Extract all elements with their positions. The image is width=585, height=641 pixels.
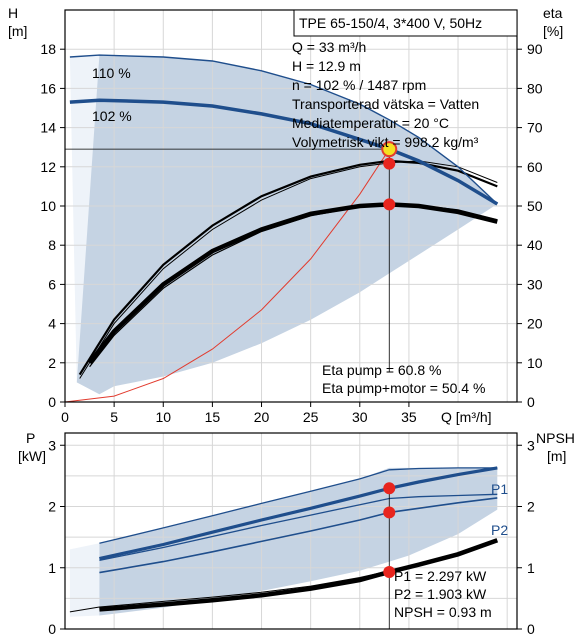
efficiency-point — [383, 157, 396, 170]
grid — [65, 10, 517, 402]
y-tick-label: 10 — [40, 198, 56, 214]
y2-tick-label: 40 — [527, 237, 543, 253]
npsh-axis-label: NPSH — [536, 430, 575, 446]
head-curve-102 — [69, 98, 499, 206]
npsh-tick-label: 3 — [527, 437, 535, 453]
info-flow: Q = 33 m³/h — [292, 39, 366, 55]
eta-curve — [87, 202, 498, 365]
operating-point — [383, 482, 396, 495]
info-head: H = 12.9 m — [292, 58, 361, 74]
npsh-tick-label: 1 — [527, 560, 535, 576]
info-p1: P1 = 2.297 kW — [394, 568, 487, 584]
speed-label-102: 102 % — [92, 108, 132, 124]
p-axis-label: P — [26, 430, 35, 446]
chart-title: TPE 65-150/4, 3*400 V, 50Hz — [299, 15, 482, 31]
y2-axis-label: eta — [543, 5, 563, 21]
y-tick-label: 2 — [48, 355, 56, 371]
info-liquid: Transporterad vätska = Vatten — [292, 96, 479, 112]
info-speed: n = 102 % / 1487 rpm — [292, 77, 426, 93]
operating-envelope — [69, 55, 498, 395]
y2-axis-unit: [%] — [543, 23, 563, 39]
x-tick-label: 35 — [401, 409, 417, 425]
x-tick-label: 0 — [61, 409, 69, 425]
y-axis-label: H — [8, 5, 18, 21]
plot-frame — [64, 9, 518, 403]
tick-labels: 0 1 2 3 0 1 2 3 — [48, 437, 535, 637]
p-tick-label: 1 — [48, 560, 56, 576]
x-tick-label: 20 — [254, 409, 270, 425]
y2-tick-label: 80 — [527, 80, 543, 96]
p-tick-label: 0 — [48, 621, 56, 637]
y2-tick-label: 30 — [527, 276, 543, 292]
npsh-tick-label: 2 — [527, 499, 535, 515]
tick-labels: 0 5 10 15 20 25 30 35 0 2 4 6 8 10 12 14 16 18 0 10 20 30 40 50… — [40, 41, 542, 425]
operating-point — [383, 566, 396, 579]
npsh-axis-unit: [m] — [547, 448, 566, 464]
p1-curve — [99, 466, 498, 561]
efficiency-point — [383, 198, 396, 211]
y-tick-label: 8 — [48, 237, 56, 253]
y-tick-label: 4 — [48, 316, 56, 332]
npsh-tick-label: 0 — [527, 621, 535, 637]
y-tick-label: 16 — [40, 80, 56, 96]
x-tick-label: 25 — [303, 409, 319, 425]
power-npsh-panel: 0 1 2 3 0 1 2 3 P [kW] NPSH [m] P1 P2 P1 = 2.29… — [18, 430, 575, 637]
x-tick-label: 15 — [205, 409, 221, 425]
y-tick-label: 18 — [40, 41, 56, 57]
x-tick-label: 5 — [110, 409, 118, 425]
power-curve-110 — [99, 467, 498, 544]
operating-point — [383, 506, 396, 519]
speed-label-110: 110 % — [92, 65, 131, 81]
npsh-curve-thin — [69, 570, 390, 613]
y-tick-label: 14 — [40, 120, 56, 136]
y-tick-label: 0 — [48, 394, 56, 410]
y-tick-label: 12 — [40, 159, 56, 175]
y-axis-unit: [m] — [8, 23, 27, 39]
eta-pump-label: Eta pump = 60.8 % — [322, 362, 441, 378]
p1-curve-label: P1 — [491, 481, 508, 497]
info-p2: P2 = 1.903 kW — [394, 586, 487, 602]
x-axis-label: Q [m³/h] — [441, 409, 492, 425]
eta-curve — [89, 203, 498, 368]
eta-curve — [79, 160, 498, 379]
p2-curve — [99, 497, 498, 574]
y-tick-label: 6 — [48, 276, 56, 292]
title-box — [293, 9, 518, 37]
p-axis-unit: [kW] — [18, 448, 46, 464]
x-tick-label: 30 — [352, 409, 368, 425]
y2-tick-label: 10 — [527, 355, 543, 371]
y2-tick-label: 90 — [527, 41, 543, 57]
y2-tick-label: 50 — [527, 198, 543, 214]
curves — [64, 54, 499, 403]
grid — [65, 433, 517, 629]
info-npsh: NPSH = 0.93 m — [394, 604, 492, 620]
low-flow-region — [69, 543, 100, 617]
duty-point — [381, 141, 398, 158]
p2-curve-label: P2 — [491, 522, 508, 538]
info-temperature: Mediatemperatur = 20 °C — [292, 115, 449, 131]
info-density: Volymetrisk vikt = 998.2 kg/m³ — [292, 134, 479, 150]
y2-tick-label: 0 — [527, 394, 535, 410]
y2-tick-label: 20 — [527, 316, 543, 332]
p-tick-label: 3 — [48, 437, 56, 453]
operating-area — [76, 55, 498, 395]
npsh-curve — [99, 538, 499, 612]
system-curve — [64, 148, 390, 403]
power-curve-110 — [99, 493, 498, 562]
y2-tick-label: 70 — [527, 120, 543, 136]
p-tick-label: 2 — [48, 499, 56, 515]
curves — [69, 466, 499, 629]
x-tick-label: 10 — [155, 409, 171, 425]
head-curve-110 — [69, 54, 498, 205]
y2-tick-label: 60 — [527, 159, 543, 175]
operating-area — [99, 467, 498, 616]
head-efficiency-panel: 0 5 10 15 20 25 30 35 0 2 4 6 8 10 12 14 16 18 0 10 20 30 40 50… — [8, 5, 563, 425]
plot-frame — [64, 432, 518, 630]
eta-pump-motor-label: Eta pump+motor = 50.4 % — [322, 380, 485, 396]
